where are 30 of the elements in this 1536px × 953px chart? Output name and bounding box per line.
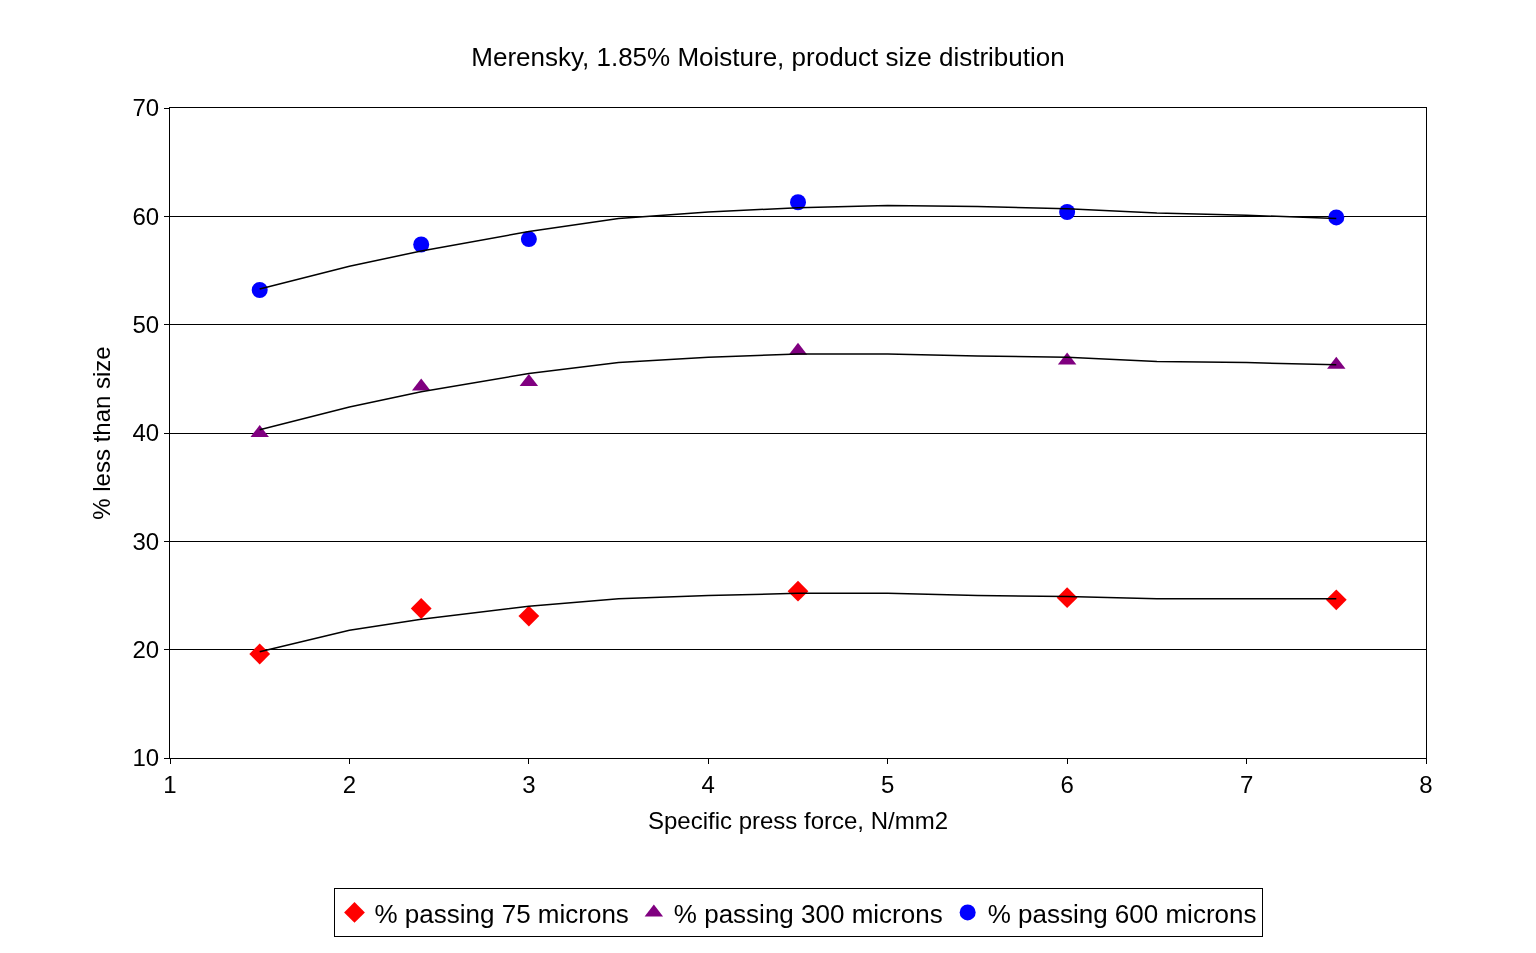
x-tick-label: 4 — [701, 770, 715, 798]
y-tick-label: 30 — [132, 527, 160, 555]
legend-label: % passing 600 microns — [987, 898, 1257, 929]
x-tick-label: 8 — [1419, 770, 1433, 798]
y-tick-label: 40 — [132, 419, 160, 447]
point — [413, 236, 430, 253]
point — [518, 605, 540, 627]
point — [410, 598, 432, 619]
chart-title: Merensky, 1.85% Moisture, product size distribution — [471, 41, 1065, 72]
point — [520, 231, 537, 248]
x-tick-label: 6 — [1060, 770, 1074, 798]
point — [251, 282, 268, 298]
legend-label: % passing 75 microns — [374, 898, 629, 929]
x-tick-label: 3 — [522, 770, 536, 798]
point — [1328, 209, 1345, 226]
y-tick-label: 70 — [132, 94, 160, 122]
x-tick-label: 7 — [1239, 770, 1254, 798]
y-tick-label: 20 — [132, 636, 160, 664]
point — [787, 580, 809, 602]
x-tick-label: 5 — [881, 770, 895, 798]
x-tick-label: 2 — [342, 770, 357, 798]
x-tick-label: 1 — [163, 770, 177, 798]
point — [790, 194, 806, 211]
point — [249, 643, 271, 665]
legend-label: % passing 300 microns — [673, 898, 943, 929]
y-tick-label: 60 — [132, 202, 160, 230]
y-tick-label: 10 — [132, 744, 160, 772]
y-axis-title: % less than size — [87, 346, 115, 520]
y-tick-label: 50 — [132, 311, 160, 339]
x-axis-title: Specific press force, N/mm2 — [647, 807, 949, 835]
